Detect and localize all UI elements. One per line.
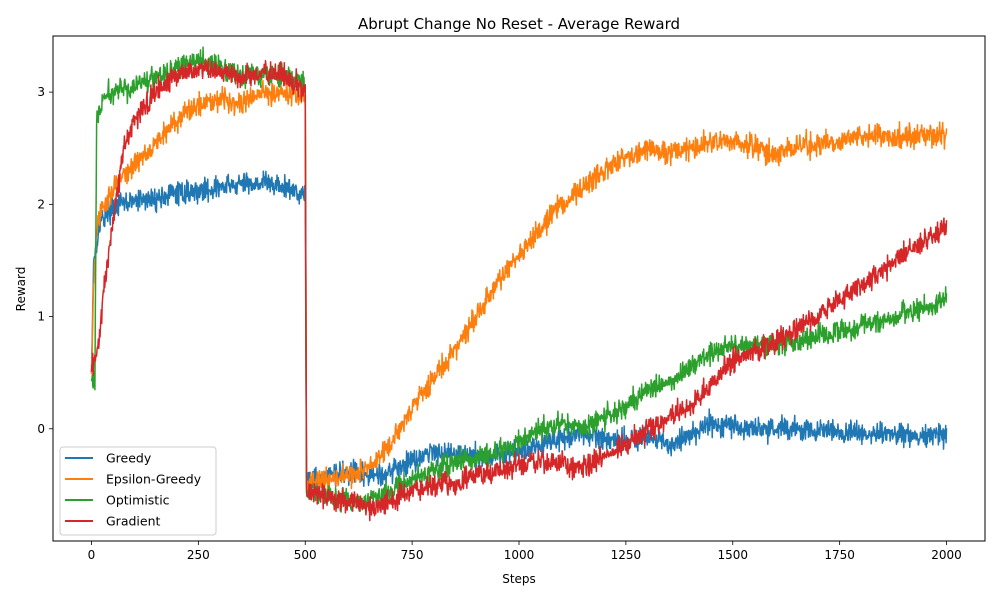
legend-label: Gradient <box>106 514 161 529</box>
y-tick-label: 1 <box>37 310 45 324</box>
x-tick-label: 0 <box>88 548 96 562</box>
x-tick-label: 2000 <box>931 548 962 562</box>
x-tick-label: 500 <box>294 548 317 562</box>
legend-label: Optimistic <box>106 493 170 508</box>
x-tick-label: 1250 <box>611 548 642 562</box>
x-tick-label: 1750 <box>824 548 855 562</box>
chart-title: Abrupt Change No Reset - Average Reward <box>358 15 680 33</box>
legend-label: Greedy <box>106 451 152 466</box>
y-tick-label: 3 <box>37 85 45 99</box>
x-tick-label: 1000 <box>504 548 535 562</box>
legend-box <box>59 446 217 536</box>
x-tick-label: 250 <box>187 548 210 562</box>
legend-label: Epsilon-Greedy <box>106 472 202 487</box>
series-line-epsilon-greedy <box>90 79 948 493</box>
legend: Greedy Epsilon-Greedy Optimistic Gradient <box>59 446 217 536</box>
series-line-optimistic <box>90 46 948 513</box>
x-tick-label: 750 <box>401 548 424 562</box>
series-line-gradient <box>90 58 948 522</box>
y-tick-label: 2 <box>37 197 45 211</box>
tick-layer: 0 250 500 750 1000 1250 1500 1750 2000 0 1 2 3 <box>37 85 961 562</box>
y-tick-label: 0 <box>37 422 45 436</box>
y-axis-label: Reward <box>14 267 28 312</box>
x-tick-label: 1500 <box>717 548 748 562</box>
x-axis-label: Steps <box>502 572 536 586</box>
series-layer <box>90 46 948 522</box>
